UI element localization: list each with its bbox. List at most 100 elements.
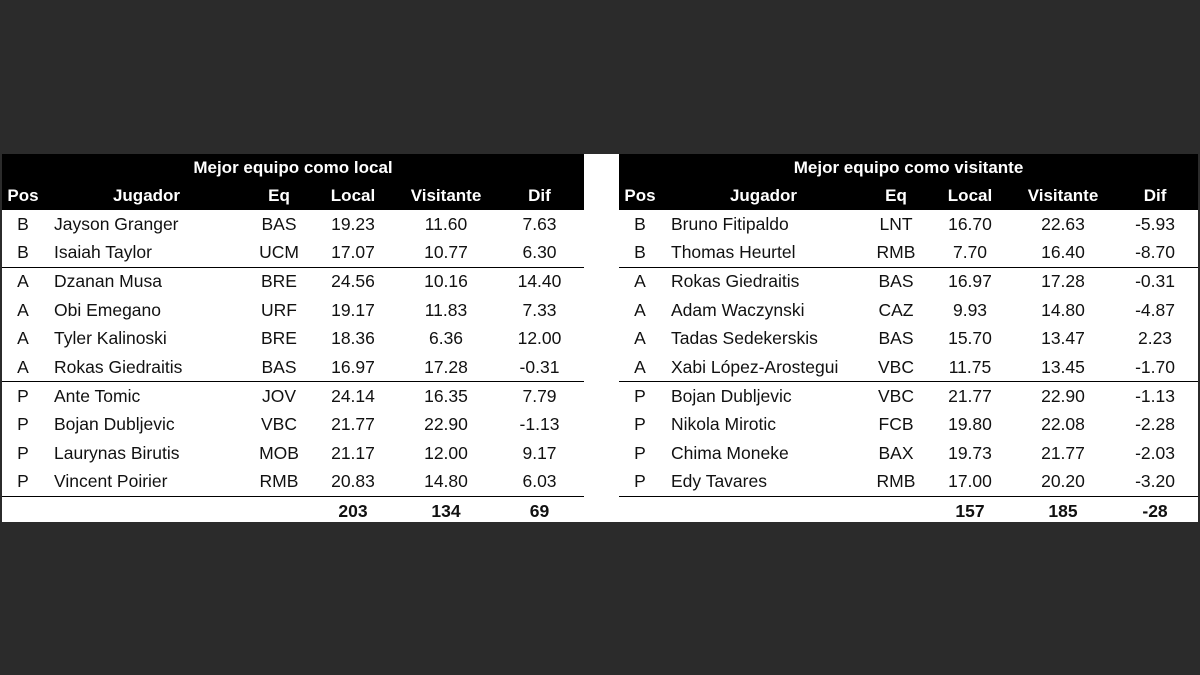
total-dif: -28 (1112, 495, 1199, 526)
total-visitor: 185 (1014, 495, 1112, 526)
table-row: P Edy Tavares RMB 17.00 20.20 -3.20 (619, 468, 1198, 497)
difference-cell: 7.79 (522, 386, 557, 407)
visitor-value-cell: 12.00 (424, 442, 468, 463)
player-name-cell: Bruno Fitipaldo (671, 213, 789, 234)
table-row: A Obi Emegano URF 19.17 11.83 7.33 (2, 296, 584, 324)
position-cell: P (17, 442, 29, 463)
team-cell: BAS (249, 352, 309, 383)
difference-cell: 14.40 (517, 271, 562, 292)
table-row: P Laurynas Birutis MOB 21.17 12.00 9.17 (2, 439, 584, 467)
visitor-value-cell: 22.90 (1041, 386, 1085, 407)
difference-cell: -1.13 (519, 414, 560, 435)
team-cell: CAZ (878, 299, 914, 320)
team-cell: VBC (261, 414, 297, 435)
position-cell: A (619, 352, 661, 383)
position-cell: P (634, 414, 646, 435)
local-value-cell: 21.77 (331, 414, 375, 435)
difference-cell: 12.00 (517, 328, 562, 349)
difference-cell: -0.31 (495, 352, 584, 383)
team-cell: JOV (261, 386, 297, 407)
local-value-cell: 19.73 (948, 442, 992, 463)
difference-cell: -5.93 (1135, 213, 1175, 234)
team-cell: BAS (878, 328, 914, 349)
header-player: Jugador (729, 186, 798, 205)
local-value-cell: 16.97 (309, 352, 397, 383)
away-best-team-table: Mejor equipo como visitante Pos Jugador … (619, 154, 1199, 526)
header-team: Eq (885, 186, 907, 205)
position-cell: A (634, 299, 646, 320)
difference-cell: -4.87 (1135, 299, 1175, 320)
table-row: A Xabi López-Arostegui VBC 11.75 13.45 -1.70 (619, 352, 1199, 383)
local-value-cell: 19.23 (331, 213, 375, 234)
player-name-cell: Tadas Sedekerskis (671, 328, 818, 349)
team-cell: MOB (259, 442, 299, 463)
local-value-cell: 24.14 (331, 386, 375, 407)
totals-spacer (619, 495, 926, 526)
local-value-cell: 16.97 (948, 271, 992, 292)
local-value-cell: 19.80 (948, 414, 992, 435)
position-cell: P (17, 386, 29, 407)
position-cell: A (634, 271, 646, 292)
team-cell: BAS (878, 271, 914, 292)
visitor-value-cell: 17.28 (397, 352, 495, 383)
table-row: B Bruno Fitipaldo LNT 16.70 22.63 -5.93 (619, 210, 1198, 238)
visitor-value-cell: 22.63 (1041, 213, 1085, 234)
table-row: P Bojan Dubljevic VBC 21.77 22.90 -1.13 (619, 382, 1198, 411)
difference-cell: 2.23 (1137, 328, 1173, 349)
player-name-cell: Bojan Dubljevic (671, 386, 792, 407)
visitor-value-cell: 14.80 (424, 471, 468, 492)
team-cell: RMB (866, 238, 926, 268)
table-row: P Ante Tomic JOV 24.14 16.35 7.79 (2, 382, 584, 411)
local-value-cell: 20.83 (331, 471, 375, 492)
local-value-cell: 15.70 (948, 328, 992, 349)
table-row: A Adam Waczynski CAZ 9.93 14.80 -4.87 (619, 296, 1198, 324)
player-name-cell: Obi Emegano (54, 299, 162, 320)
player-name-cell: Nikola Mirotic (671, 414, 777, 435)
team-cell: VBC (866, 352, 926, 383)
player-name-cell: Dzanan Musa (54, 271, 162, 292)
visitor-value-cell: 21.77 (1041, 442, 1085, 463)
local-value-cell: 9.93 (952, 299, 988, 320)
position-cell: A (2, 352, 44, 383)
visitor-value-cell: 13.45 (1014, 352, 1112, 383)
home-best-team-table: Mejor equipo como local Pos Jugador Eq L… (2, 154, 584, 526)
local-value-cell: 17.07 (309, 238, 397, 268)
table-row: B Isaiah Taylor UCM 17.07 10.77 6.30 (2, 238, 584, 268)
header-team: Eq (268, 186, 290, 205)
position-cell: P (17, 471, 29, 492)
visitor-value-cell: 22.90 (424, 414, 468, 435)
position-cell: A (634, 328, 646, 349)
local-value-cell: 11.75 (926, 352, 1014, 383)
visitor-value-cell: 16.40 (1014, 238, 1112, 268)
local-value-cell: 18.36 (331, 328, 375, 349)
player-name-cell: Xabi López-Arostegui (661, 352, 866, 383)
difference-cell: -0.31 (1135, 271, 1175, 292)
visitor-value-cell: 20.20 (1041, 471, 1085, 492)
player-name-cell: Chima Moneke (671, 442, 789, 463)
difference-cell: -1.13 (1135, 386, 1175, 407)
team-cell: URF (261, 299, 297, 320)
player-name-cell: Edy Tavares (671, 471, 767, 492)
header-visitor: Visitante (1027, 186, 1099, 205)
table-row: P Nikola Mirotic FCB 19.80 22.08 -2.28 (619, 411, 1198, 439)
difference-cell: -8.70 (1112, 238, 1199, 268)
visitor-value-cell: 13.47 (1041, 328, 1085, 349)
total-dif: 69 (495, 495, 584, 526)
player-name-cell: Ante Tomic (54, 386, 141, 407)
team-cell: UCM (249, 238, 309, 268)
totals-spacer (2, 495, 309, 526)
table-row: A Rokas Giedraitis BAS 16.97 17.28 -0.31 (619, 267, 1198, 296)
visitor-value-cell: 10.16 (424, 271, 468, 292)
team-cell: LNT (879, 213, 913, 234)
position-cell: B (2, 238, 44, 268)
visitor-value-cell: 17.28 (1041, 271, 1085, 292)
difference-cell: 9.17 (522, 442, 557, 463)
table-title: Mejor equipo como visitante (793, 158, 1024, 177)
difference-cell: 6.03 (522, 471, 557, 492)
totals-row: 203 134 69 (2, 495, 584, 526)
team-cell: BAX (878, 442, 914, 463)
header-pos: Pos (624, 186, 656, 205)
stats-table: Mejor equipo como visitante Pos Jugador … (619, 154, 1199, 526)
difference-cell: 6.30 (495, 238, 584, 268)
table-gap (584, 154, 619, 522)
